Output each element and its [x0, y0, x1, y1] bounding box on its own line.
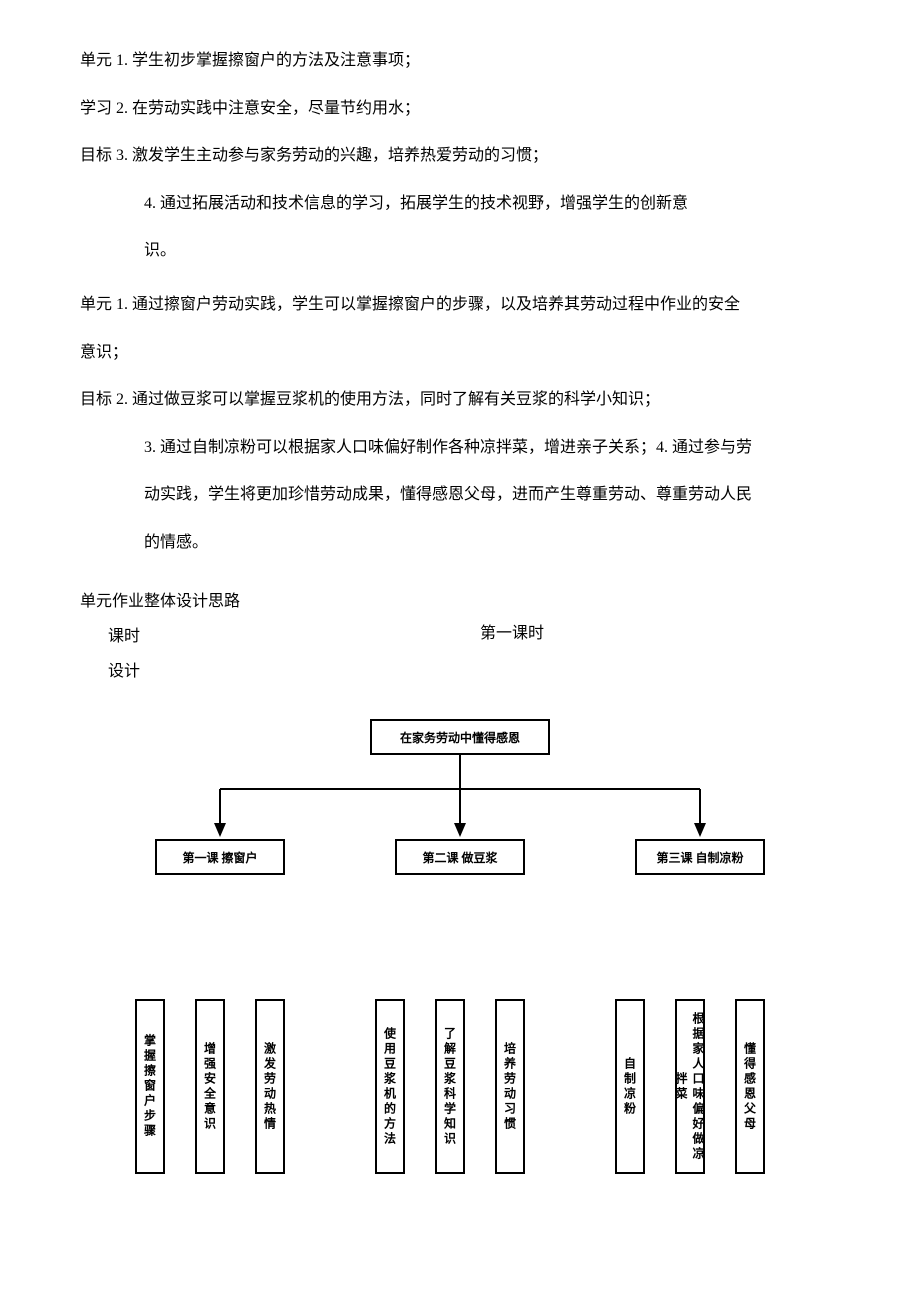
section2-line1a: 单元 1. 通过擦窗户劳动实践，学生可以掌握擦窗户的步骤，以及培养其劳动过程中作…	[80, 284, 840, 326]
diagram-leaf-4: 使用豆浆机的方法	[375, 999, 405, 1174]
diagram-leaf-1: 掌握擦窗户步骤	[135, 999, 165, 1174]
section1-line3: 目标 3. 激发学生主动参与家务劳动的兴趣，培养热爱劳动的习惯；	[80, 135, 840, 177]
design-timeline: 第一课时	[140, 619, 544, 654]
diagram-leaf-5: 了解豆浆科学知识	[435, 999, 465, 1174]
section1-line4a: 4. 通过拓展活动和技术信息的学习，拓展学生的技术视野，增强学生的创新意	[80, 183, 840, 225]
diagram-leaf-3: 激发劳动热情	[255, 999, 285, 1174]
section2-line1b: 意识；	[80, 332, 840, 374]
section1-line1: 单元 1. 学生初步掌握擦窗户的方法及注意事项；	[80, 40, 840, 82]
unit-structure-diagram: 在家务劳动中懂得感恩 第一课 擦窗户 第二课 做豆浆 第三课 自制凉粉 掌握擦窗…	[80, 719, 840, 1189]
section2-line3b: 动实践，学生将更加珍惜劳动成果，懂得感恩父母，进而产生尊重劳动、尊重劳动人民	[80, 474, 840, 516]
diagram-lesson1-node: 第一课 擦窗户	[155, 839, 285, 875]
section1-line2: 学习 2. 在劳动实践中注意安全，尽量节约用水；	[80, 88, 840, 130]
diagram-leaf-6: 培养劳动习惯	[495, 999, 525, 1174]
section2-line2: 目标 2. 通过做豆浆可以掌握豆浆机的使用方法，同时了解有关豆浆的科学小知识；	[80, 379, 840, 421]
design-label-design: 设计	[80, 654, 840, 689]
diagram-leaf-9: 懂得感恩父母	[735, 999, 765, 1174]
diagram-leaf-8: 根据家人口味偏好做凉拌菜	[675, 999, 705, 1174]
diagram-lesson2-node: 第二课 做豆浆	[395, 839, 525, 875]
section2-line3c: 的情感。	[80, 522, 840, 564]
diagram-lesson3-node: 第三课 自制凉粉	[635, 839, 765, 875]
diagram-leaf-7: 自制凉粉	[615, 999, 645, 1174]
section1-line4b: 识。	[80, 230, 840, 272]
design-heading: 单元作业整体设计思路	[80, 584, 840, 619]
section2-line3a: 3. 通过自制凉粉可以根据家人口味偏好制作各种凉拌菜，增进亲子关系；4. 通过参…	[80, 427, 840, 469]
diagram-root-node: 在家务劳动中懂得感恩	[370, 719, 550, 755]
diagram-leaf-2: 增强安全意识	[195, 999, 225, 1174]
design-label-class: 课时	[80, 619, 140, 654]
